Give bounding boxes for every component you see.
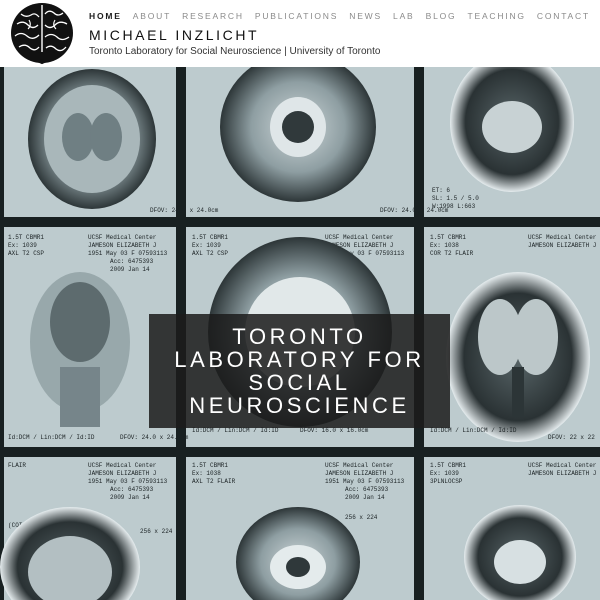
svg-text:1951 May 03 F 07593113: 1951 May 03 F 07593113	[325, 250, 405, 257]
svg-text:2009 Jan 14: 2009 Jan 14	[345, 494, 385, 501]
svg-text:ET: 6: ET: 6	[432, 187, 450, 194]
svg-text:COR T2 FLAIR: COR T2 FLAIR	[430, 250, 474, 257]
svg-text:256 x 224: 256 x 224	[140, 528, 173, 535]
svg-text:Ex: 1038: Ex: 1038	[430, 242, 459, 249]
svg-text:DFOV: 16.0 x 16.0cm: DFOV: 16.0 x 16.0cm	[300, 427, 369, 434]
svg-text:Acc: 6475393: Acc: 6475393	[110, 258, 154, 265]
svg-text:Ex: 1039: Ex: 1039	[430, 470, 459, 477]
svg-text:DFOV: 24.0 x 24.0cm: DFOV: 24.0 x 24.0cm	[150, 207, 219, 214]
svg-text:Acc: 6475393: Acc: 6475393	[345, 486, 389, 493]
svg-text:1.5T CBMR1: 1.5T CBMR1	[430, 234, 466, 241]
svg-text:DFOV: 22 x 22: DFOV: 22 x 22	[548, 434, 595, 441]
svg-text:AXL T2 CSP: AXL T2 CSP	[192, 250, 228, 257]
svg-text:1.5T CBMR1: 1.5T CBMR1	[8, 234, 44, 241]
scan-r1c1: DFOV: 24.0 x 24.0cm	[28, 69, 219, 214]
svg-text:AXL T2 CSP: AXL T2 CSP	[8, 250, 44, 257]
hero-title-line-4: NEUROSCIENCE	[189, 393, 410, 418]
nav-contact[interactable]: CONTACT	[536, 11, 590, 21]
svg-text:1.5T CBMR1: 1.5T CBMR1	[192, 234, 228, 241]
svg-text:1951 May 03 F 07593113: 1951 May 03 F 07593113	[88, 250, 168, 257]
svg-text:UCSF Medical Center: UCSF Medical Center	[325, 462, 394, 469]
svg-text:JAMESON ELIZABETH J: JAMESON ELIZABETH J	[325, 242, 393, 249]
svg-text:FLAIR: FLAIR	[8, 462, 26, 469]
svg-text:JAMESON ELIZABETH J: JAMESON ELIZABETH J	[325, 470, 393, 477]
site-header: HOME ABOUT RESEARCH PUBLICATIONS NEWS LA…	[0, 0, 600, 67]
nav-home[interactable]: HOME	[89, 11, 122, 21]
svg-text:Id:DCM / Lin:DCM / Id:ID: Id:DCM / Lin:DCM / Id:ID	[192, 427, 279, 434]
svg-text:JAMESON ELIZABETH J: JAMESON ELIZABETH J	[88, 470, 156, 477]
svg-text:UCSF Medical Center: UCSF Medical Center	[88, 462, 157, 469]
svg-text:1951 May 03 F 07593113: 1951 May 03 F 07593113	[88, 478, 168, 485]
svg-text:W:1998 L:663: W:1998 L:663	[432, 203, 476, 210]
svg-text:Ex: 1039: Ex: 1039	[192, 242, 221, 249]
svg-text:1951 May 03 F 07593113: 1951 May 03 F 07593113	[325, 478, 405, 485]
svg-text:JAMESON ELIZABETH J: JAMESON ELIZABETH J	[528, 242, 596, 249]
svg-text:Acc: 6475393: Acc: 6475393	[110, 486, 154, 493]
svg-text:Id:DCM / Lin:DCM / Id:ID: Id:DCM / Lin:DCM / Id:ID	[8, 434, 95, 441]
hero-banner: DFOV: 24.0 x 24.0cm DFOV: 24.0 x 24.0cm …	[0, 67, 600, 600]
svg-text:DFOV: 24.0 x 24.0cm: DFOV: 24.0 x 24.0cm	[120, 434, 189, 441]
svg-text:UCSF Medical Center: UCSF Medical Center	[88, 234, 157, 241]
scan-r3c3: 1.5T CBMR1 Ex: 1039 3PLNLOCSP UCSF Medic…	[430, 462, 597, 600]
nav-news[interactable]: NEWS	[349, 11, 382, 21]
brain-icon[interactable]	[9, 0, 75, 66]
svg-text:1.5T CBMR1: 1.5T CBMR1	[192, 462, 228, 469]
nav-teaching[interactable]: TEACHING	[467, 11, 526, 21]
svg-text:UCSF Medical Center: UCSF Medical Center	[528, 462, 597, 469]
svg-text:Ex: 1038: Ex: 1038	[192, 470, 221, 477]
hero-title-line-2: LABORATORY FOR	[174, 347, 425, 372]
svg-text:Id:DCM / Lin:DCM / Id:ID: Id:DCM / Lin:DCM / Id:ID	[430, 427, 517, 434]
svg-text:JAMESON ELIZABETH J: JAMESON ELIZABETH J	[528, 470, 596, 477]
svg-text:(COI): (COI)	[8, 522, 26, 529]
svg-text:3PLNLOCSP: 3PLNLOCSP	[430, 478, 463, 485]
svg-text:SL: 1.5 / 5.0: SL: 1.5 / 5.0	[432, 195, 479, 202]
svg-text:256 x 224: 256 x 224	[345, 514, 378, 521]
site-tagline: Toronto Laboratory for Social Neuroscien…	[89, 46, 381, 57]
svg-text:Ex: 1039: Ex: 1039	[8, 242, 37, 249]
site-title[interactable]: MICHAEL INZLICHT	[89, 27, 260, 43]
nav-research[interactable]: RESEARCH	[182, 11, 244, 21]
nav-lab[interactable]: LAB	[393, 11, 415, 21]
nav-about[interactable]: ABOUT	[132, 11, 172, 21]
scan-r1c2: DFOV: 24.0 x 24.0cm	[220, 67, 449, 214]
svg-text:JAMESON ELIZABETH J: JAMESON ELIZABETH J	[88, 242, 156, 249]
main-nav: HOME ABOUT RESEARCH PUBLICATIONS NEWS LA…	[89, 11, 590, 21]
scan-r1c3: ET: 6 SL: 1.5 / 5.0 W:1998 L:663	[432, 67, 574, 210]
svg-text:UCSF Medical Center: UCSF Medical Center	[528, 234, 597, 241]
svg-text:AXL T2 FLAIR: AXL T2 FLAIR	[192, 478, 236, 485]
svg-text:2009 Jan 14: 2009 Jan 14	[110, 494, 150, 501]
nav-publications[interactable]: PUBLICATIONS	[254, 11, 339, 21]
scan-r2c1: 1.5T CBMR1 Ex: 1039 AXL T2 CSP UCSF Medi…	[8, 234, 189, 441]
svg-text:DFOV: 24.0 x 24.0cm: DFOV: 24.0 x 24.0cm	[380, 207, 449, 214]
svg-text:1.5T CBMR1: 1.5T CBMR1	[430, 462, 466, 469]
scan-r3c2: 1.5T CBMR1 Ex: 1038 AXL T2 FLAIR UCSF Me…	[192, 462, 405, 600]
scan-r2c3: 1.5T CBMR1 Ex: 1038 COR T2 FLAIR UCSF Me…	[430, 234, 597, 442]
nav-blog[interactable]: BLOG	[425, 11, 457, 21]
hero-title-line-1: TORONTO	[232, 324, 367, 349]
hero-title-box: TORONTO LABORATORY FOR SOCIAL NEUROSCIEN…	[149, 314, 450, 428]
svg-text:UCSF Medical Center: UCSF Medical Center	[325, 234, 394, 241]
hero-title-line-3: SOCIAL	[248, 370, 351, 395]
svg-text:2009 Jan 14: 2009 Jan 14	[110, 266, 150, 273]
scan-r3c1: FLAIR UCSF Medical Center JAMESON ELIZAB…	[0, 462, 173, 600]
